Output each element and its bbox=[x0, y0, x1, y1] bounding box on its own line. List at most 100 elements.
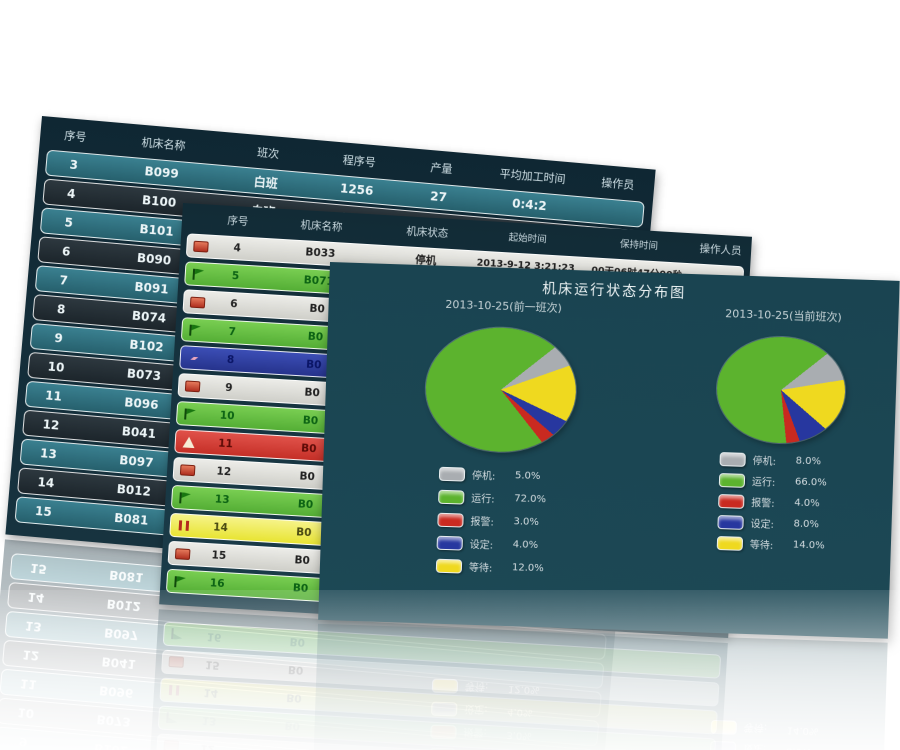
legend-value: 8.0% bbox=[795, 455, 822, 468]
legend-swatch bbox=[719, 451, 746, 467]
column-header: 平均加工时间 bbox=[499, 167, 567, 186]
legend-swatch bbox=[435, 558, 463, 574]
cell-no: 11 bbox=[44, 388, 63, 404]
cell-no: 8 bbox=[226, 353, 235, 367]
legend-label: 设定: bbox=[750, 519, 775, 531]
legend-swatch bbox=[717, 514, 744, 530]
legend-item: 设定: 4.0% bbox=[436, 535, 555, 554]
cell-no: 11 bbox=[217, 437, 234, 451]
run-flag-icon bbox=[167, 575, 194, 588]
stop-icon bbox=[179, 379, 206, 393]
legend-swatch bbox=[718, 472, 746, 488]
column-header: 机床名称 bbox=[141, 135, 186, 153]
setup-tool-icon bbox=[181, 355, 207, 361]
cell-no: 7 bbox=[228, 325, 237, 339]
legend-value: 72.0% bbox=[514, 493, 547, 506]
column-header: 保持时间 bbox=[619, 238, 659, 253]
cell-no: 9 bbox=[53, 330, 64, 346]
cell-no: 13 bbox=[214, 493, 230, 507]
cell-no: 12 bbox=[42, 417, 60, 433]
cell-no: 10 bbox=[47, 359, 65, 375]
legend-item: 报警: 3.0% bbox=[437, 512, 555, 531]
run-flag-icon bbox=[172, 491, 199, 504]
cell-no: 6 bbox=[61, 244, 71, 259]
legend-item: 等待: 14.0% bbox=[716, 535, 835, 554]
run-flag-icon bbox=[186, 268, 213, 281]
legend-item: 设定: 8.0% bbox=[717, 514, 835, 533]
cell-no: 9 bbox=[224, 381, 233, 395]
legend-value: 14.0% bbox=[792, 539, 825, 552]
pie-chart bbox=[423, 325, 578, 455]
chart-legend: 停机: 8.0% 运行: 66.0% 报警: 4.0% 设定: 8.0% 等待: 14.0% bbox=[716, 451, 838, 554]
icon-column-spacer bbox=[188, 217, 214, 219]
stop-icon bbox=[169, 547, 196, 560]
legend-swatch bbox=[438, 466, 466, 482]
column-header: 序号 bbox=[227, 214, 249, 228]
cell-no: 5 bbox=[231, 270, 240, 283]
legend-swatch bbox=[438, 489, 465, 505]
legend-item: 停机: 8.0% bbox=[719, 451, 837, 470]
legend-item: 停机: 5.0% bbox=[438, 466, 557, 485]
stop-icon bbox=[174, 463, 201, 476]
column-header: 起始时间 bbox=[508, 232, 547, 246]
cell-no: 13 bbox=[39, 446, 58, 462]
cell-program: 1256 bbox=[339, 181, 374, 199]
legend-label: 运行: bbox=[751, 477, 776, 489]
column-header: 机床状态 bbox=[406, 224, 449, 240]
legend-label: 等待: bbox=[468, 562, 493, 575]
cell-shift: 白班 bbox=[253, 174, 279, 191]
cell-no: 6 bbox=[229, 297, 238, 311]
run-flag-icon bbox=[182, 324, 209, 337]
column-header: 产量 bbox=[429, 161, 453, 176]
column-header: 机床名称 bbox=[300, 218, 343, 233]
cell-output: 27 bbox=[429, 189, 448, 205]
legend-value: 4.0% bbox=[794, 497, 820, 510]
pause-icon bbox=[171, 520, 198, 532]
cell-no: 14 bbox=[212, 521, 229, 535]
legend-item: 运行: 72.0% bbox=[438, 489, 556, 508]
legend-item: 运行: 66.0% bbox=[718, 472, 837, 491]
cell-no: 15 bbox=[211, 549, 227, 563]
legend-value: 12.0% bbox=[511, 562, 544, 575]
column-header: 操作员 bbox=[600, 176, 635, 192]
cell-operator bbox=[586, 210, 643, 215]
legend-label: 报警: bbox=[751, 498, 775, 510]
cell-no: 7 bbox=[58, 273, 69, 288]
legend-label: 报警: bbox=[470, 516, 494, 529]
stop-icon bbox=[187, 240, 214, 253]
column-header: 序号 bbox=[63, 129, 87, 144]
legend-label: 运行: bbox=[471, 493, 495, 506]
column-header: 班次 bbox=[256, 145, 280, 161]
cell-no: 15 bbox=[34, 503, 53, 520]
cell-no: 14 bbox=[37, 475, 55, 491]
cell-no: 8 bbox=[56, 302, 66, 317]
run-flag-icon bbox=[177, 407, 204, 421]
cell-avg_time: 0:4:2 bbox=[511, 196, 548, 214]
legend-value: 3.0% bbox=[513, 516, 540, 529]
cell-no: 3 bbox=[68, 157, 79, 173]
legend-value: 5.0% bbox=[514, 470, 541, 483]
legend-swatch bbox=[436, 535, 463, 551]
status-distribution-panel: 机床运行状态分布图 2013-10-25(前一班次) 停机: 5.0% 运行: 72.0… bbox=[318, 262, 900, 639]
cell-no: 5 bbox=[63, 215, 74, 231]
pie-chart bbox=[715, 334, 847, 446]
cell-name: B099 bbox=[143, 164, 180, 182]
column-header: 操作人员 bbox=[699, 242, 742, 257]
chart-legend: 停机: 5.0% 运行: 72.0% 报警: 3.0% 设定: 4.0% 等待: 12.0% bbox=[435, 466, 557, 577]
legend-value: 8.0% bbox=[793, 518, 820, 531]
legend-value: 66.0% bbox=[794, 476, 827, 489]
cell-no: 12 bbox=[216, 465, 232, 479]
column-header: 程序号 bbox=[342, 153, 377, 170]
cell-no: 4 bbox=[66, 186, 76, 202]
cell-no: 10 bbox=[219, 409, 235, 423]
legend-label: 设定: bbox=[469, 539, 494, 552]
legend-label: 停机: bbox=[752, 456, 777, 468]
pie-chart-block-current-shift: 2013-10-25(当前班次) 停机: 8.0% 运行: 66.0% 报警: 4.0% 设定… bbox=[675, 304, 883, 561]
cell-no: 4 bbox=[233, 242, 242, 255]
alarm-warning-icon bbox=[176, 435, 203, 449]
legend-swatch bbox=[437, 512, 464, 528]
legend-item: 报警: 4.0% bbox=[718, 493, 836, 512]
cell-no: 16 bbox=[209, 577, 225, 591]
legend-label: 停机: bbox=[471, 470, 496, 483]
